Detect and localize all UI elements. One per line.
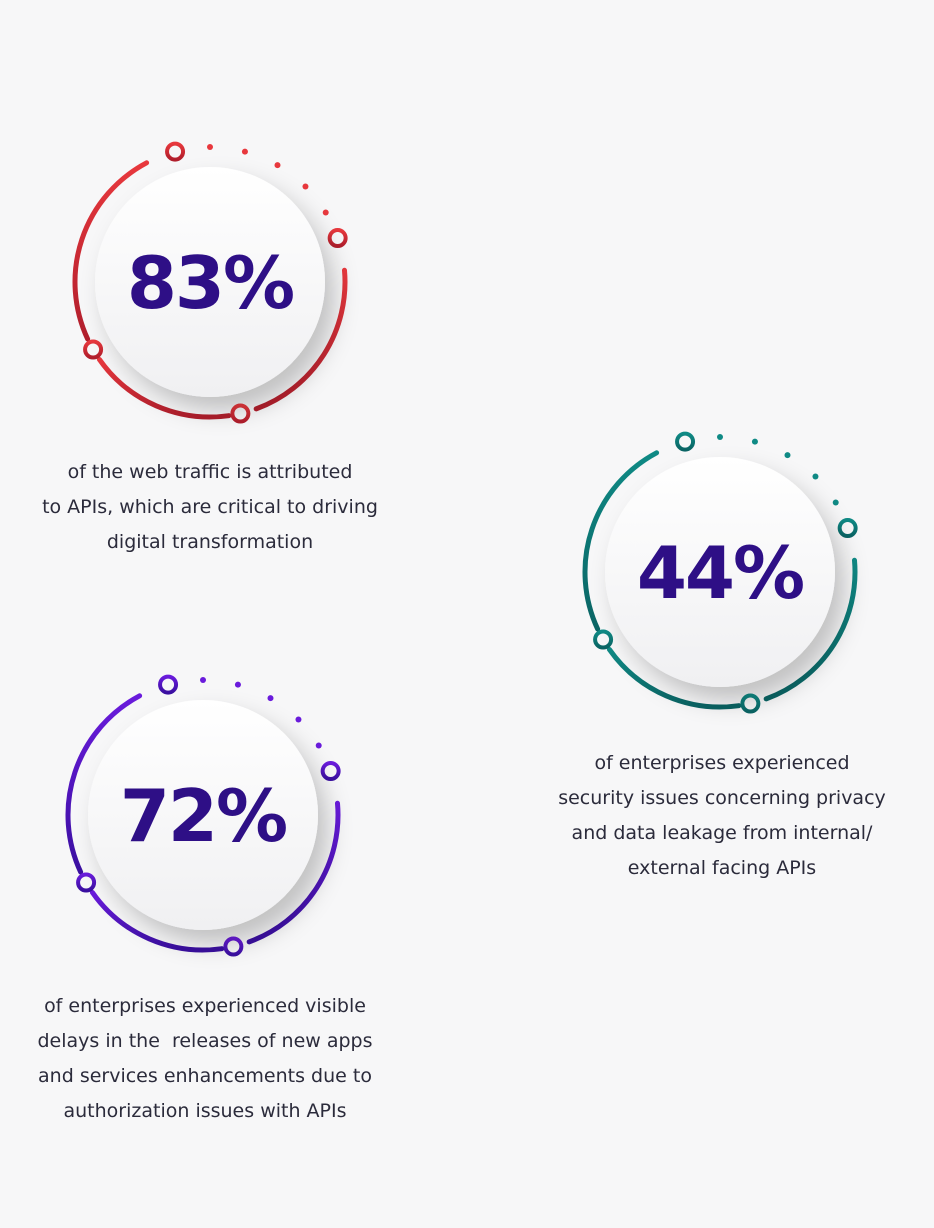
ring-node [158,674,179,695]
ring-node [740,693,761,714]
stat-caption: external facing APIs [628,857,816,879]
ring-dot [302,183,309,190]
stat-caption: security issues concerning privacy [558,787,886,809]
ring-arc [65,693,143,875]
ring-arc [89,889,225,953]
stat-disc [88,700,318,930]
ring-dot [207,144,213,150]
ring-node [165,141,186,162]
stat-value: 44% [637,531,803,615]
stat-caption: digital transformation [107,531,313,553]
stat-caption: and data leakage from internal/ [572,822,873,844]
ring-arc [253,267,348,412]
ring-arc [606,646,742,710]
ring-node [230,403,251,424]
ring-dot [322,209,329,216]
ring-arc [96,356,232,420]
ring-node [83,339,104,360]
ring-dot [234,681,241,688]
ring-node [76,872,97,893]
ring-arc [582,450,660,632]
ring-dot [717,434,723,440]
ring-arc [763,557,858,702]
ring-dot [200,677,206,683]
ring-node [327,228,348,249]
stat-caption: of enterprises experienced [594,752,849,774]
stat-value: 72% [120,774,286,858]
ring-dot [812,473,819,480]
ring-node [320,761,341,782]
stat-caption: of enterprises experienced visible [44,995,366,1017]
stat-caption: and services enhancements due to [38,1065,372,1087]
ring-node [593,629,614,650]
ring-dot [241,148,248,155]
ring-dot [751,438,758,445]
stat-disc [95,167,325,397]
stat-caption: to APIs, which are critical to driving [42,496,378,518]
ring-node [837,518,858,539]
stat-caption: authorization issues with APIs [64,1100,347,1122]
ring-dot [267,695,274,702]
ring-dot [832,499,839,506]
ring-arc [246,800,341,945]
stat-value: 83% [127,241,293,325]
ring-node [223,936,244,957]
ring-dot [274,162,281,169]
ring-dot [784,452,791,459]
ring-arc [72,160,150,342]
stat-caption: delays in the releases of new apps [37,1030,372,1052]
stat-disc [605,457,835,687]
ring-dot [315,742,322,749]
ring-node [675,431,696,452]
ring-dot [295,716,302,723]
stat-caption: of the web traffic is attributed [68,461,353,483]
